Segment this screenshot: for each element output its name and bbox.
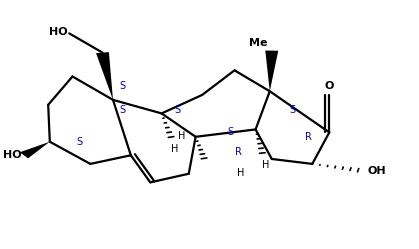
Text: HO: HO — [3, 150, 22, 160]
Text: S: S — [175, 105, 181, 115]
Text: H: H — [178, 130, 186, 141]
Polygon shape — [20, 142, 50, 158]
Text: H: H — [262, 160, 269, 170]
Text: S: S — [290, 105, 296, 115]
Text: HO: HO — [49, 27, 67, 37]
Text: S: S — [228, 127, 233, 137]
Text: H: H — [171, 144, 178, 154]
Text: H: H — [236, 168, 244, 178]
Text: R: R — [235, 147, 242, 157]
Text: OH: OH — [368, 166, 386, 176]
Text: R: R — [305, 132, 312, 142]
Text: Me: Me — [249, 38, 268, 48]
Polygon shape — [96, 52, 113, 100]
Text: S: S — [120, 105, 126, 115]
Text: O: O — [325, 81, 334, 91]
Text: S: S — [120, 81, 126, 91]
Polygon shape — [265, 51, 278, 91]
Text: S: S — [76, 137, 83, 147]
